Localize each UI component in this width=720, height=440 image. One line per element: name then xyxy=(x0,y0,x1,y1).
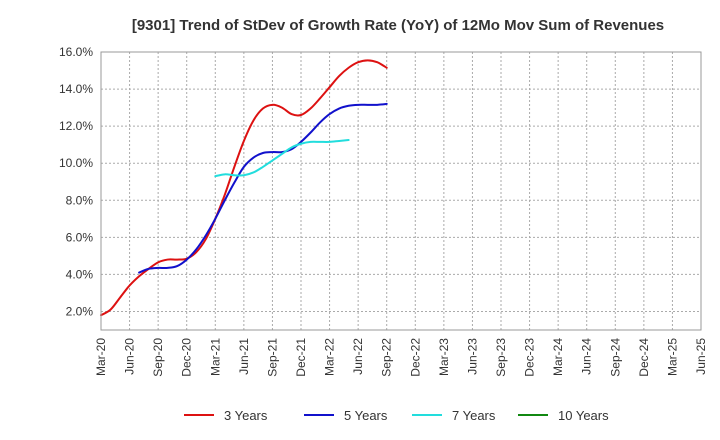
x-tick-label: Mar-21 xyxy=(208,338,222,376)
x-axis: Mar-20 Jun-20 Sep-20 Dec-20 Mar-21 Jun-21 Sep-… xyxy=(94,338,708,377)
x-tick-label: Dec-24 xyxy=(637,338,651,377)
x-tick-label: Dec-22 xyxy=(408,338,422,377)
x-tick-label: Jun-24 xyxy=(580,338,594,375)
legend-item-7-years: 7 Years xyxy=(412,408,496,423)
legend-label: 7 Years xyxy=(452,408,496,423)
y-tick-label: 2.0% xyxy=(66,304,94,318)
x-tick-label: Mar-22 xyxy=(323,338,337,376)
series-line-7-years xyxy=(214,139,350,178)
x-tick-label: Mar-24 xyxy=(551,338,565,376)
y-tick-label: 8.0% xyxy=(66,193,94,207)
series-line-5-years xyxy=(138,102,388,274)
x-tick-label: Dec-21 xyxy=(294,338,308,377)
y-tick-label: 12.0% xyxy=(59,119,93,133)
y-tick-label: 10.0% xyxy=(59,156,93,170)
x-tick-label: Mar-25 xyxy=(665,338,679,376)
grid xyxy=(101,51,701,330)
x-tick-label: Dec-20 xyxy=(180,338,194,377)
x-tick-label: Sep-20 xyxy=(151,338,165,377)
x-tick-label: Jun-22 xyxy=(351,338,365,375)
x-tick-label: Sep-24 xyxy=(608,338,622,377)
legend: 3 Years 5 Years 7 Years 10 Years xyxy=(184,408,609,423)
plot-area xyxy=(101,52,701,330)
y-tick-label: 14.0% xyxy=(59,82,93,96)
legend-label: 3 Years xyxy=(224,408,268,423)
legend-item-10-years: 10 Years xyxy=(518,408,609,423)
y-axis: 2.0% 4.0% 6.0% 8.0% 10.0% 12.0% 14.0% 16.0% xyxy=(59,45,93,318)
x-tick-label: Jun-23 xyxy=(465,338,479,375)
plot-frame xyxy=(100,51,702,331)
x-tick-label: Sep-23 xyxy=(494,338,508,377)
y-tick-label: 4.0% xyxy=(66,267,94,281)
x-tick-label: Mar-23 xyxy=(437,338,451,376)
x-tick-label: Mar-20 xyxy=(94,338,108,376)
series-layer xyxy=(100,59,388,317)
legend-item-5-years: 5 Years xyxy=(304,408,388,423)
legend-label: 10 Years xyxy=(558,408,609,423)
chart-title: [9301] Trend of StDev of Growth Rate (Yo… xyxy=(132,17,664,34)
x-tick-label: Jun-21 xyxy=(237,338,251,375)
x-tick-label: Sep-22 xyxy=(380,338,394,377)
x-tick-label: Dec-23 xyxy=(523,338,537,377)
x-tick-label: Sep-21 xyxy=(265,338,279,377)
legend-item-3-years: 3 Years xyxy=(184,408,268,423)
y-tick-label: 16.0% xyxy=(59,45,93,59)
x-tick-label: Jun-20 xyxy=(123,338,137,375)
legend-label: 5 Years xyxy=(344,408,388,423)
x-tick-label: Jun-25 xyxy=(694,338,708,375)
y-tick-label: 6.0% xyxy=(66,230,94,244)
